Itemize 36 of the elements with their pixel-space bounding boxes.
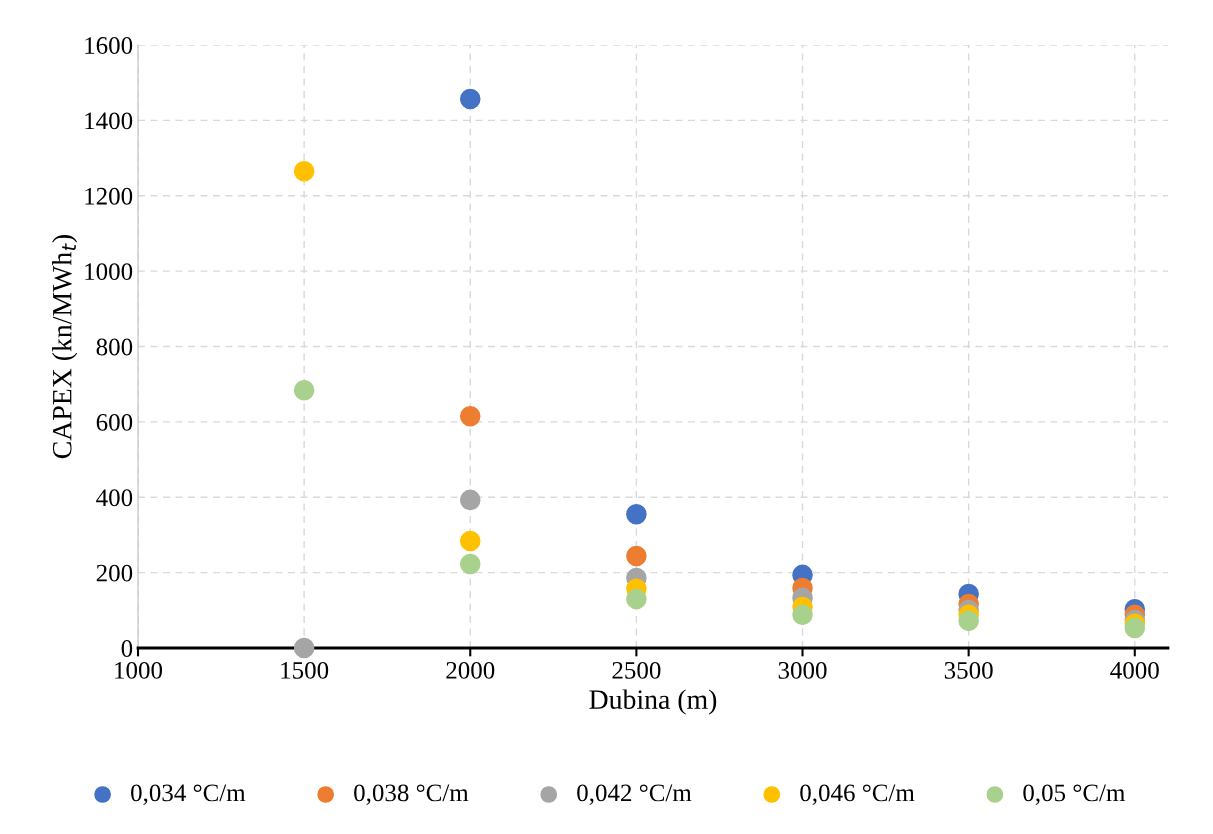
y-tick-label: 400 <box>96 489 133 507</box>
point <box>293 160 315 182</box>
point <box>626 503 647 525</box>
y-tick-label: 1600 <box>85 37 133 54</box>
point <box>459 489 481 511</box>
x-tick-label: 2500 <box>612 661 661 679</box>
x-tick-label: 3500 <box>944 661 993 679</box>
legend-label: 0,046 °C/m <box>800 784 915 805</box>
x-tick-label: 2000 <box>446 661 495 679</box>
point <box>293 637 315 659</box>
x-tick-label: 3000 <box>778 661 827 679</box>
x-tick-label: 4000 <box>1110 661 1159 679</box>
point <box>459 553 481 575</box>
y-tick-label: 0 <box>121 640 133 657</box>
point <box>792 604 813 626</box>
y-tick-label: 1200 <box>85 187 133 205</box>
point <box>459 530 481 552</box>
y-tick-label: 1000 <box>85 263 133 281</box>
point <box>958 610 979 632</box>
y-tick-label: 1400 <box>85 112 133 130</box>
point <box>459 405 481 427</box>
point <box>459 88 481 110</box>
legend-label: 0,034 °C/m <box>131 784 246 805</box>
y-tick-label: 600 <box>96 413 133 431</box>
x-tick-label: 1500 <box>281 661 329 679</box>
y-tick-label: 800 <box>96 338 133 356</box>
y-axis-title: CAPEX (kn/MWh$_{t}$) <box>52 235 78 459</box>
legend-label: 0,038 °C/m <box>354 784 469 805</box>
point <box>626 588 647 610</box>
point <box>626 545 647 567</box>
legend-label: 0,05 °C/m <box>1023 784 1126 805</box>
x-axis-title: Dubina (m) <box>589 689 717 715</box>
y-tick-label: 200 <box>96 564 133 582</box>
point <box>293 379 315 401</box>
x-tick-label: 1000 <box>115 661 163 679</box>
legend-label: 0,042 °C/m <box>577 784 692 805</box>
